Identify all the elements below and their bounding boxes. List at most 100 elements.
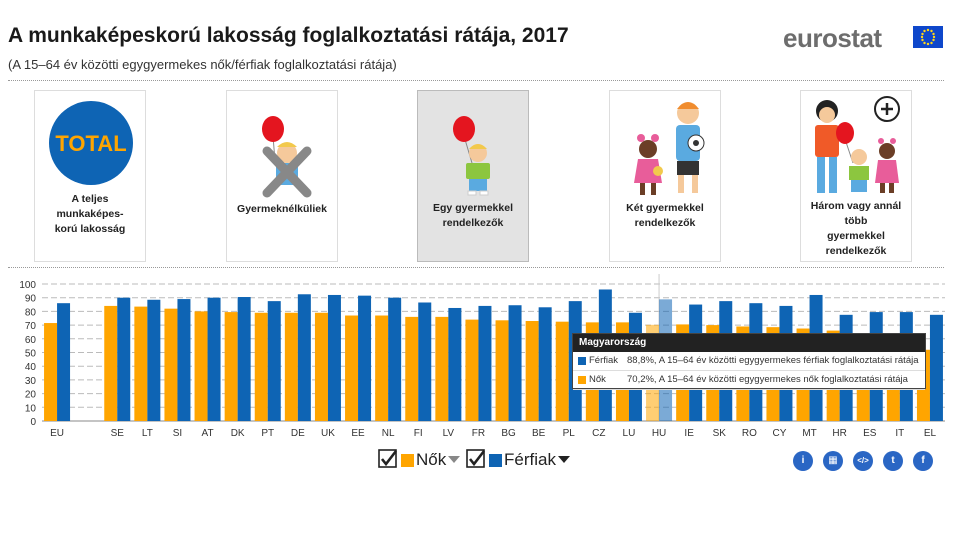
bar-ferfiak [117, 297, 131, 421]
y-tick-label: 70 [25, 321, 37, 332]
bar-ferfiak [358, 295, 372, 421]
y-tick-label: 100 [19, 280, 36, 291]
bar-ferfiak [388, 297, 402, 421]
y-tick-label: 90 [25, 294, 37, 305]
one-child-icon [418, 91, 530, 201]
total-badge-icon: TOTAL [35, 91, 147, 201]
embed-icon[interactable]: </> [853, 451, 873, 471]
y-tick-label: 40 [25, 362, 37, 373]
category-label: A teljes munkaképes-korú lakosság [54, 193, 126, 235]
bar-ferfiak [237, 297, 251, 421]
total-badge-text: TOTAL [55, 131, 126, 156]
legend-swatch [489, 454, 502, 467]
bar-ferfiak [147, 299, 161, 421]
tooltip-series-name: Nők [589, 374, 606, 385]
bar-ferfiak [538, 307, 552, 421]
y-tick-label: 10 [25, 403, 37, 414]
bar-nok [495, 320, 509, 421]
info-icon[interactable]: i [793, 451, 813, 471]
x-tick-label: HU [652, 428, 666, 439]
x-tick-label: UK [321, 428, 335, 439]
bar-nok [254, 312, 268, 421]
bar-nok [375, 315, 389, 421]
bar-ferfiak [418, 302, 432, 421]
bar-ferfiak [267, 301, 281, 421]
category-three-plus-card[interactable]: Három vagy annál több gyermekkel rendelkező… [800, 90, 912, 262]
table-icon[interactable]: ▦ [823, 451, 843, 471]
bar-ferfiak [57, 303, 71, 421]
bar-ferfiak [327, 294, 341, 421]
chevron-down-icon[interactable] [448, 456, 460, 464]
bar-ferfiak [508, 305, 522, 421]
bar-ferfiak [929, 314, 943, 421]
x-tick-label: LT [142, 428, 153, 439]
twitter-icon[interactable]: t [883, 451, 903, 471]
bar-nok [284, 312, 298, 421]
y-tick-label: 80 [25, 307, 37, 318]
x-tick-label: EU [50, 428, 64, 439]
bar-nok [405, 316, 419, 421]
bar-nok [525, 320, 539, 421]
x-tick-label: CY [772, 428, 786, 439]
x-tick-label: BE [532, 428, 546, 439]
category-total-card[interactable]: TOTAL A teljes munkaképes-korú lakosság [34, 90, 146, 262]
y-tick-label: 0 [30, 417, 36, 428]
category-label: Két gyermekkel rendelkezők [626, 202, 704, 229]
x-tick-label: IT [895, 428, 904, 439]
no-children-icon [227, 91, 339, 201]
legend-label: Férfiak [504, 450, 556, 469]
x-tick-label: EE [351, 428, 365, 439]
bar-ferfiak [297, 294, 311, 421]
tooltip-series-value: 70,2%, A 15–64 év közötti egygyermekes n… [627, 374, 908, 385]
bar-nok [345, 315, 359, 421]
category-two-children-card[interactable]: Két gyermekkel rendelkezők [609, 90, 721, 262]
eurostat-logo[interactable]: eurostat [783, 22, 943, 54]
x-tick-label: DK [231, 428, 245, 439]
bar-nok [194, 311, 208, 421]
x-tick-label: LV [443, 428, 455, 439]
x-tick-label: FR [472, 428, 485, 439]
x-tick-label: FI [414, 428, 423, 439]
bar-nok [465, 319, 479, 421]
tooltip-title: Magyarország [573, 334, 925, 352]
chart-subtitle: (A 15–64 év közötti egygyermekes nők/fér… [8, 57, 397, 72]
legend-swatch [401, 454, 414, 467]
x-tick-label: PL [563, 428, 576, 439]
tooltip-row: Férfiak 88,8%, A 15–64 év közötti egygye… [573, 352, 925, 371]
legend-item-ferfiak[interactable]: Férfiak [466, 449, 586, 471]
x-tick-label: RO [742, 428, 757, 439]
facebook-icon[interactable]: f [913, 451, 933, 471]
two-children-icon [610, 91, 722, 201]
x-tick-label: SI [173, 428, 182, 439]
x-tick-label: AT [202, 428, 214, 439]
bar-ferfiak [177, 299, 191, 421]
checkbox-checked-icon[interactable] [378, 449, 398, 469]
tooltip-series-value: 88,8%, A 15–64 év közötti egygyermekes f… [627, 355, 919, 366]
bar-nok [44, 323, 58, 421]
header-divider [8, 80, 944, 81]
category-label: Egy gyermekkel rendelkezők [433, 202, 513, 229]
bar-nok [314, 312, 328, 421]
logo-text: eurostat [783, 23, 882, 53]
x-tick-label: ES [863, 428, 877, 439]
chart-title: A munkaképeskorú lakosság foglalkoztatás… [8, 24, 569, 47]
bar-nok [555, 321, 569, 421]
bar-nok [224, 312, 238, 421]
chevron-down-icon[interactable] [558, 456, 570, 464]
tooltip-swatch [578, 357, 586, 365]
legend-item-nok[interactable]: Nők [378, 449, 462, 471]
y-tick-label: 50 [25, 349, 37, 360]
x-tick-label: MT [802, 428, 816, 439]
category-childless-card[interactable]: Gyermeknélküliek [226, 90, 338, 262]
x-tick-label: SK [713, 428, 727, 439]
bar-ferfiak [207, 297, 221, 421]
category-label: Gyermeknélküliek [237, 203, 327, 215]
bar-ferfiak [448, 307, 462, 421]
eu-flag-icon [913, 26, 943, 48]
chart-divider [8, 267, 944, 268]
three-plus-children-icon [801, 91, 913, 201]
category-one-child-card[interactable]: Egy gyermekkel rendelkezők [417, 90, 529, 262]
x-tick-label: NL [382, 428, 395, 439]
checkbox-checked-icon[interactable] [466, 449, 486, 469]
bar-ferfiak [478, 305, 492, 421]
